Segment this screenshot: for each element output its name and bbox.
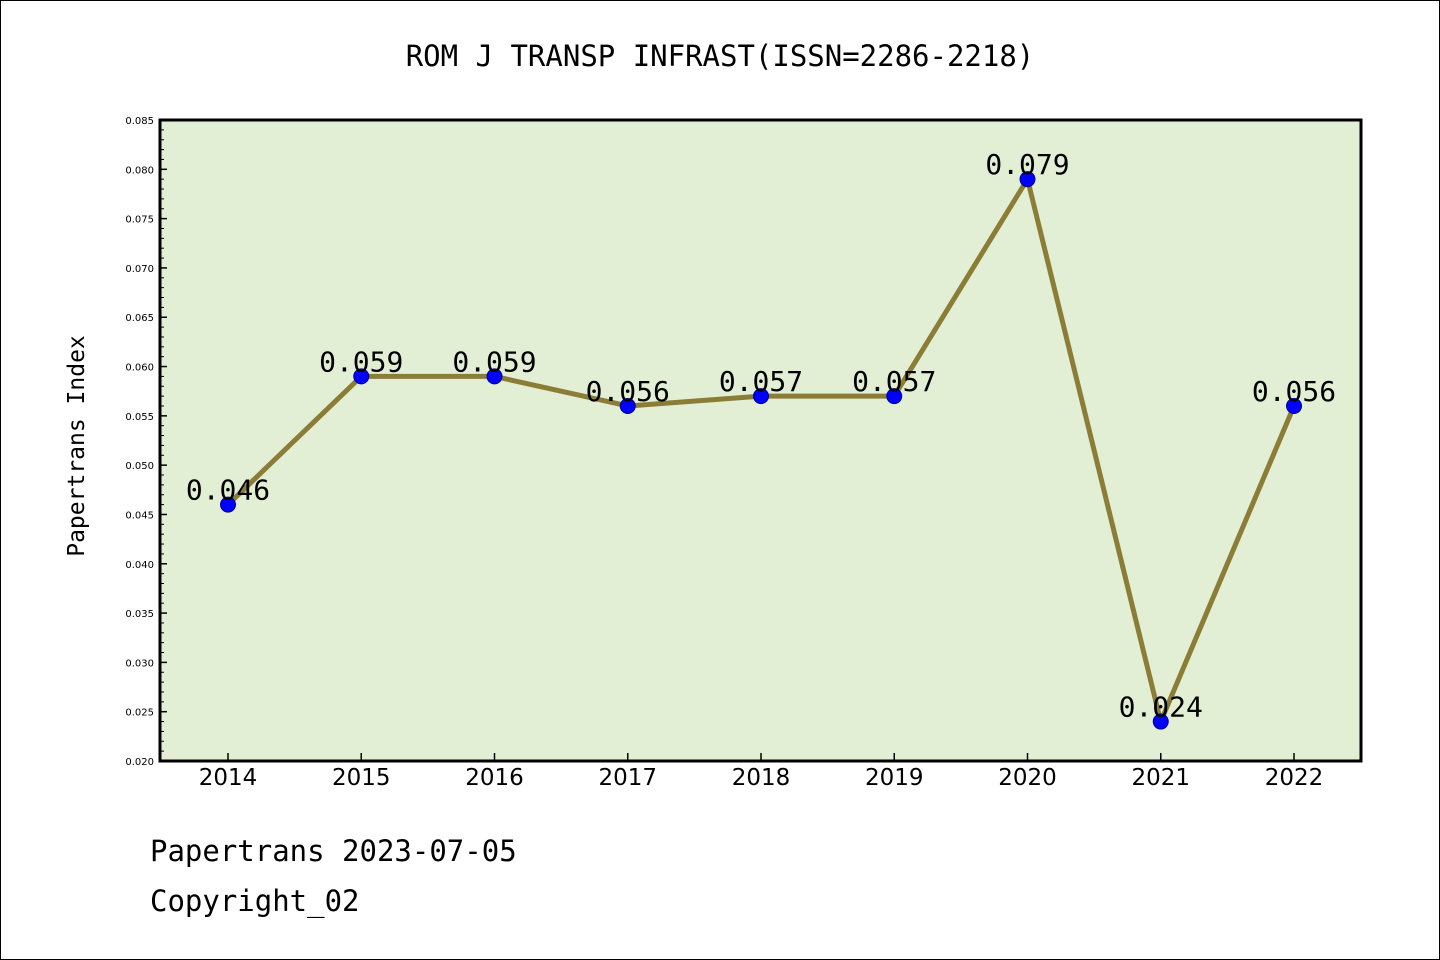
data-label: 0.059 xyxy=(319,345,403,378)
data-label: 0.059 xyxy=(452,345,536,378)
data-labels: 0.046 0.059 0.059 0.056 0.057 0.057 0.079 0.024… xyxy=(186,148,1336,723)
y-tick-label: 0.080 xyxy=(125,165,154,176)
y-tick-label: 0.040 xyxy=(125,560,154,571)
data-point xyxy=(886,388,903,405)
data-label: 0.057 xyxy=(852,365,936,398)
x-tick-label: 2019 xyxy=(865,765,924,791)
x-axis: 2014 2015 2016 2017 2018 2019 2020 2021 2022 xyxy=(199,753,1324,791)
y-tick-label: 0.065 xyxy=(125,313,154,324)
data-label: 0.056 xyxy=(586,375,670,408)
y-tick-label: 0.045 xyxy=(125,510,154,521)
data-point xyxy=(353,368,370,385)
data-point xyxy=(1286,397,1302,414)
plot-border xyxy=(158,118,1363,763)
data-point xyxy=(1019,171,1036,188)
y-tick-label: 0.060 xyxy=(125,363,154,374)
data-point xyxy=(1152,713,1169,730)
x-tick-label: 2022 xyxy=(1265,765,1324,791)
y-axis-label: Papertrans Index xyxy=(64,335,90,557)
data-label: 0.056 xyxy=(1252,375,1336,408)
y-tick-label: 0.055 xyxy=(125,412,154,423)
x-tick-label: 2017 xyxy=(598,765,657,791)
x-tick-label: 2015 xyxy=(332,765,391,791)
plot-area xyxy=(160,120,1361,761)
series-markers xyxy=(220,171,1302,730)
data-point xyxy=(753,388,769,405)
y-tick-label: 0.085 xyxy=(125,116,154,127)
y-tick-label: 0.030 xyxy=(125,658,154,669)
y-tick-label: 0.075 xyxy=(125,215,154,226)
chart-title: ROM J TRANSP INFRAST(ISSN=2286-2218) xyxy=(406,39,1035,73)
data-label: 0.024 xyxy=(1119,691,1203,724)
x-tick-label: 2014 xyxy=(199,765,258,791)
data-point xyxy=(486,368,503,385)
y-tick-label: 0.025 xyxy=(125,708,154,719)
data-point xyxy=(619,397,636,414)
data-label: 0.057 xyxy=(719,365,803,398)
y-tick-label: 0.035 xyxy=(125,609,154,620)
x-tick-label: 2018 xyxy=(732,765,791,791)
data-label: 0.046 xyxy=(186,474,270,507)
x-tick-label: 2021 xyxy=(1131,765,1190,791)
footer-date: Papertrans 2023-07-05 xyxy=(150,834,517,868)
x-tick-label: 2016 xyxy=(465,765,524,791)
y-tick-label: 0.070 xyxy=(125,264,154,275)
footer-copyright: Copyright_02 xyxy=(150,884,360,918)
data-label: 0.079 xyxy=(985,148,1069,181)
y-tick-label: 0.020 xyxy=(125,757,154,768)
y-tick-label: 0.050 xyxy=(125,461,154,472)
x-tick-label: 2020 xyxy=(998,765,1057,791)
data-point xyxy=(220,496,236,513)
